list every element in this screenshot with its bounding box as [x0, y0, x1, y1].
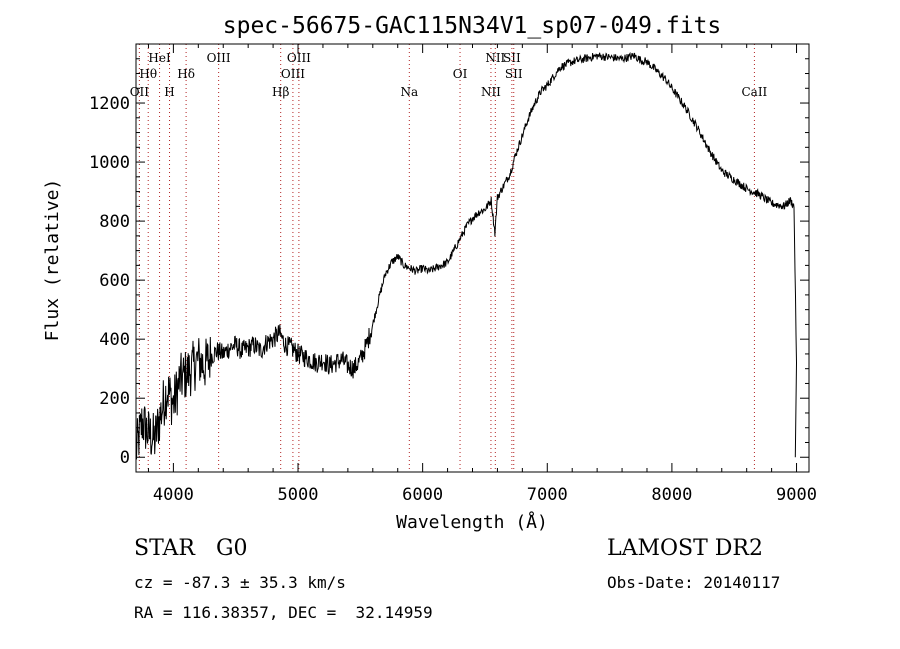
- line-marker-label: OIII: [287, 51, 311, 65]
- line-marker-label: OI: [453, 67, 468, 81]
- line-marker-label: OIII: [207, 51, 231, 65]
- line-marker-label: NII: [481, 85, 501, 99]
- plot-frame: [135, 43, 810, 473]
- line-marker-label: SII: [503, 51, 521, 65]
- line-marker-label: Hβ: [272, 85, 289, 99]
- x-axis-label: Wavelength (Å): [396, 511, 548, 533]
- x-tick-label: 7000: [527, 485, 568, 505]
- line-marker-label: SII: [505, 67, 523, 81]
- emission-line-markers: HθOIIHeIHHδOIIIHβOIIIOIIINaOINIINIISIISI…: [130, 44, 768, 472]
- y-tick-label: 200: [99, 389, 130, 409]
- line-marker-label: H: [164, 85, 174, 99]
- x-tick-label: 6000: [402, 485, 443, 505]
- object-class: STAR G0: [134, 536, 248, 561]
- line-marker-label: CaII: [741, 85, 767, 99]
- redshift-value: cz = -87.3 ± 35.3 km/s: [134, 573, 346, 592]
- chart-title: spec-56675-GAC115N34V1_sp07-049.fits: [223, 13, 722, 39]
- spectrum-line: [135, 51, 798, 460]
- line-marker-label: NII: [485, 51, 505, 65]
- y-tick-label: 1000: [89, 153, 130, 173]
- x-axis: 4000 5000 6000 7000 8000 9000: [147, 44, 817, 505]
- observation-date: Obs-Date: 20140117: [607, 573, 781, 592]
- x-tick-label: 9000: [776, 485, 817, 505]
- line-marker-label: Na: [400, 85, 418, 99]
- y-tick-label: 800: [99, 212, 130, 232]
- line-marker-label: Hδ: [177, 67, 195, 81]
- y-tick-label: 0: [120, 448, 130, 468]
- survey-name: LAMOST DR2: [607, 536, 763, 561]
- x-tick-label: 8000: [651, 485, 692, 505]
- y-tick-label: 1200: [89, 94, 130, 114]
- line-marker-label: OIII: [281, 67, 305, 81]
- x-tick-label: 5000: [278, 485, 319, 505]
- line-marker-label: Hθ: [139, 67, 157, 81]
- x-tick-label: 4000: [153, 485, 194, 505]
- coordinates: RA = 116.38357, DEC = 32.14959: [134, 603, 433, 622]
- y-axis-label: Flux (relative): [42, 179, 63, 342]
- line-marker-label: HeI: [148, 51, 171, 65]
- y-axis: 0 200 400 600 800 1000 1200: [89, 58, 809, 468]
- y-tick-label: 600: [99, 271, 130, 291]
- line-marker-label: OII: [130, 85, 150, 99]
- y-tick-label: 400: [99, 330, 130, 350]
